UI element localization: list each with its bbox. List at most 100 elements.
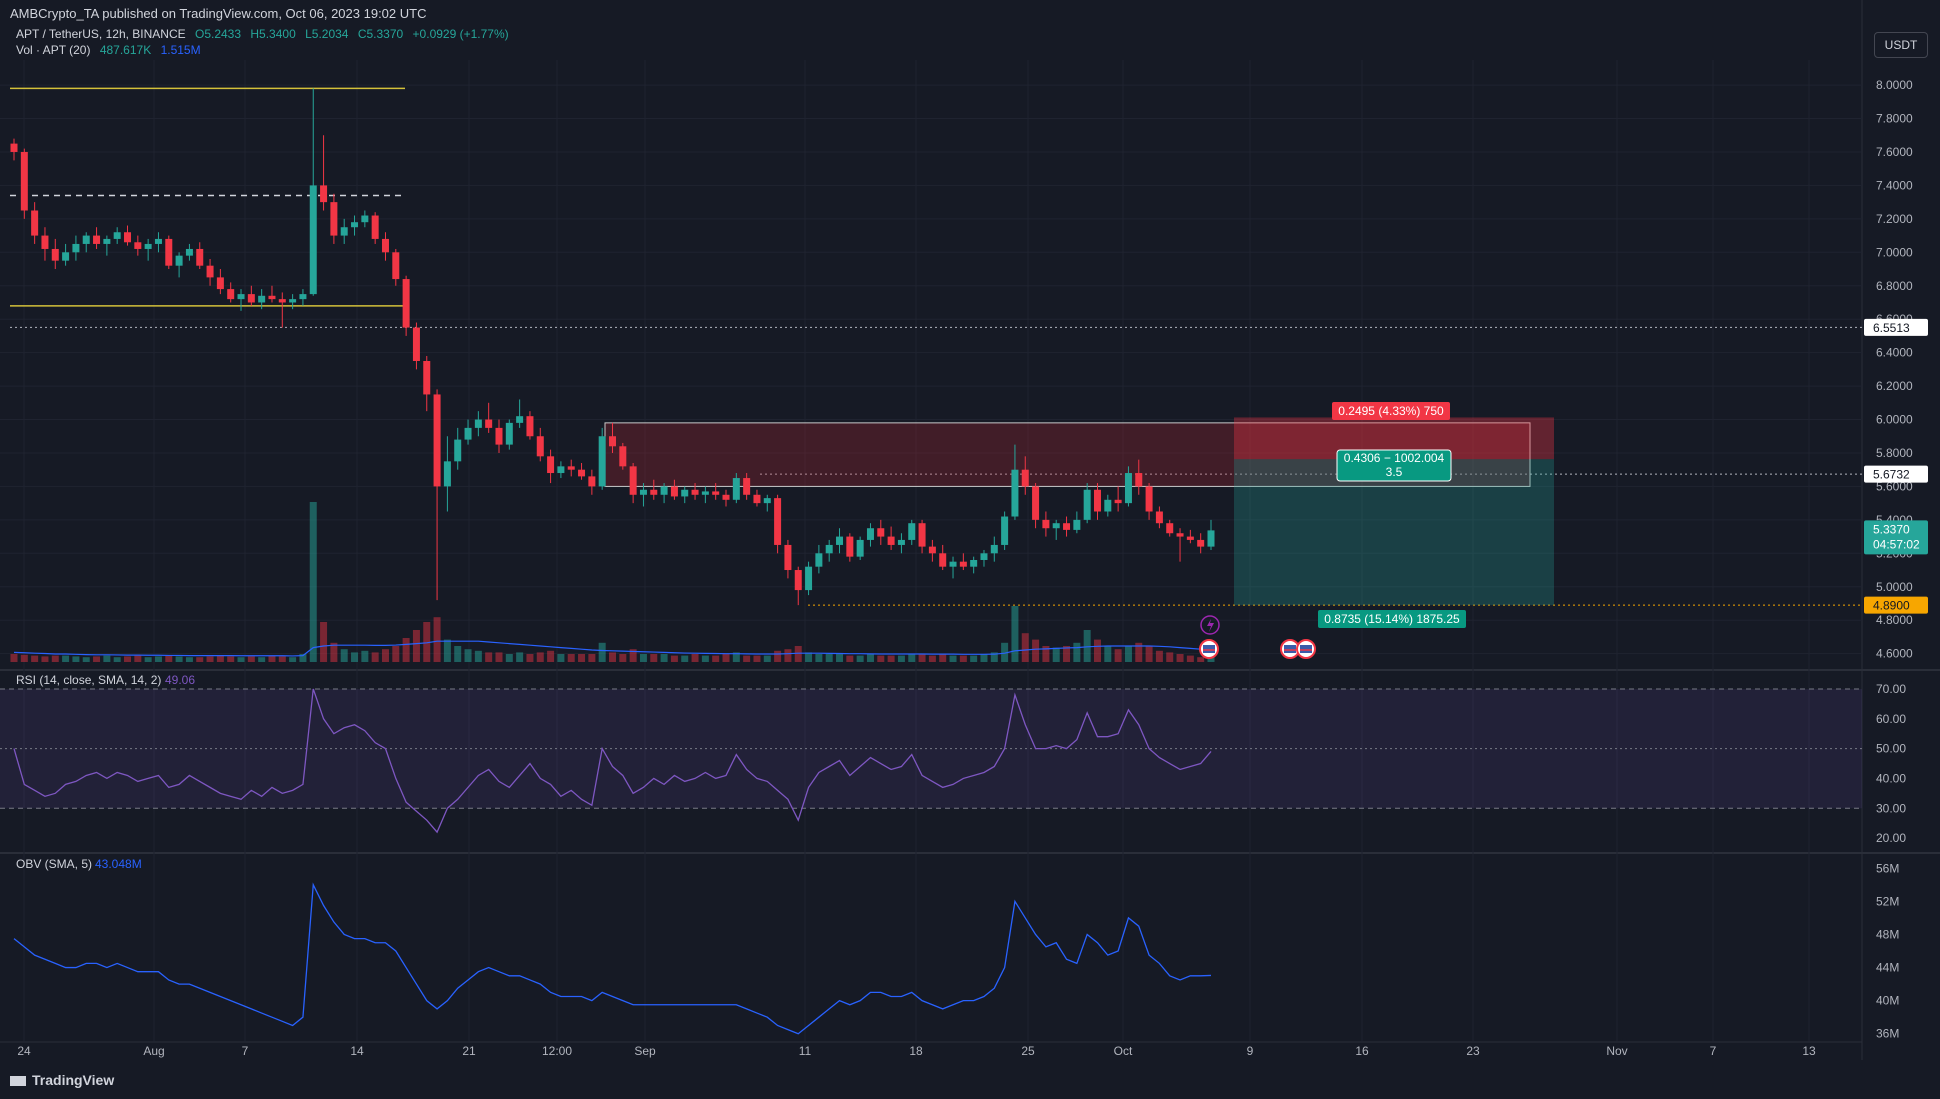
price-label-text: 5.3370 (1873, 522, 1910, 536)
volume-bar (516, 652, 524, 662)
lightning-icon (1207, 619, 1214, 632)
candle-body (1166, 523, 1174, 534)
candle-body (681, 489, 689, 497)
candle-body (20, 151, 28, 211)
candle-body (887, 536, 895, 545)
dividend-event-icon[interactable] (1200, 615, 1220, 635)
candle-body (1073, 519, 1081, 530)
volume-title[interactable]: Vol · APT (20) (16, 43, 91, 57)
candle-body (1176, 533, 1184, 537)
volume-bar (381, 649, 389, 662)
volume-bar (1186, 655, 1194, 662)
candle-body (1197, 539, 1205, 547)
price-tick-label: 6.2000 (1876, 379, 1913, 393)
candle-body (784, 544, 792, 571)
volume-bar (1155, 650, 1163, 662)
volume-bar (82, 657, 90, 662)
volume-bar (165, 655, 173, 662)
obv-legend-label[interactable]: OBV (SMA, 5) (16, 857, 92, 871)
volume-bar (113, 657, 121, 662)
volume-bar (536, 652, 544, 662)
rsi-legend-label[interactable]: RSI (14, close, SMA, 14, 2) (16, 673, 161, 687)
candle-body (289, 299, 297, 303)
volume-bar (629, 649, 637, 662)
obv-line[interactable] (13, 882, 1212, 1035)
candle-body (639, 489, 647, 495)
candle-body (516, 416, 524, 423)
candle-body (1001, 516, 1009, 545)
volume-bar (567, 654, 575, 662)
rsi-line[interactable] (13, 688, 1212, 834)
candle-body (691, 489, 699, 495)
volume-bar (247, 656, 255, 662)
volume-bar (72, 656, 80, 662)
volume-bar (990, 652, 998, 662)
candle-body (825, 544, 833, 554)
time-tick-label: Oct (1114, 1044, 1133, 1058)
candle-body (237, 294, 245, 300)
volume-bar (794, 646, 802, 662)
symbol-legend: APT / TetherUS, 12h, BINANCE O5.2433 H5.… (16, 27, 515, 41)
price-tick-label: 7.2000 (1876, 212, 1913, 226)
candle-body (763, 498, 771, 504)
price-tick-label: 5.0000 (1876, 580, 1913, 594)
volume-bar (1166, 652, 1174, 662)
time-tick-label: 12:00 (542, 1044, 572, 1058)
rsi-tick-label: 60.00 (1876, 712, 1906, 726)
volume-bar (237, 657, 245, 662)
volume-value-2: 1.515M (160, 43, 201, 57)
candle-body (939, 553, 947, 567)
volume-bar (1197, 657, 1205, 662)
candle-body (72, 243, 80, 253)
symbol-title[interactable]: APT / TetherUS, 12h, BINANCE (16, 27, 186, 41)
rsi-tick-label: 70.00 (1876, 682, 1906, 696)
candle-body (990, 544, 998, 554)
candle-body (154, 238, 162, 244)
candle-body (856, 539, 864, 557)
volume-bar (908, 654, 916, 662)
candle-body (1145, 486, 1153, 512)
volume-bar (815, 654, 823, 662)
candle-body (227, 289, 235, 300)
candle-body (1042, 519, 1050, 529)
volume-bar (980, 654, 988, 662)
position-rr-label[interactable] (1336, 449, 1452, 482)
volume-bar (361, 650, 369, 662)
candle-body (423, 361, 431, 395)
volume-bar (763, 655, 771, 662)
volume-bar (1124, 646, 1132, 662)
volume-bar (330, 642, 338, 662)
candle-body (474, 419, 482, 428)
candle-body (650, 489, 658, 495)
time-tick-label: 21 (462, 1044, 476, 1058)
position-stop-label[interactable] (1332, 402, 1450, 420)
position-target-zone[interactable] (1234, 459, 1554, 606)
position-target-label[interactable] (1318, 610, 1466, 628)
candle-body (1011, 469, 1019, 517)
volume-bar (154, 656, 162, 662)
volume-bar (124, 656, 132, 662)
candle-body (196, 248, 204, 266)
candle-body (41, 235, 49, 249)
candle-body (381, 238, 389, 253)
currency-button[interactable]: USDT (1874, 32, 1928, 58)
candle-body (794, 570, 802, 591)
candle-body (340, 227, 348, 236)
price-tick-label: 6.4000 (1876, 346, 1913, 360)
candle-body (433, 394, 441, 487)
volume-bar (526, 654, 534, 662)
time-tick-label: 23 (1466, 1044, 1480, 1058)
candle-body (588, 476, 596, 487)
position-rr-text-1: 0.4306 − 1002.004 (1344, 451, 1445, 465)
tradingview-brand[interactable]: TradingView (10, 1072, 114, 1088)
volume-bar (609, 652, 616, 662)
candle-body (268, 295, 276, 300)
volume-bar (712, 655, 720, 662)
volume-bar (433, 617, 441, 662)
candle-body (10, 143, 18, 152)
time-tick-label: 18 (909, 1044, 923, 1058)
volume-bar (1207, 657, 1215, 662)
candle-body (970, 559, 978, 567)
volume-bar (639, 654, 647, 662)
